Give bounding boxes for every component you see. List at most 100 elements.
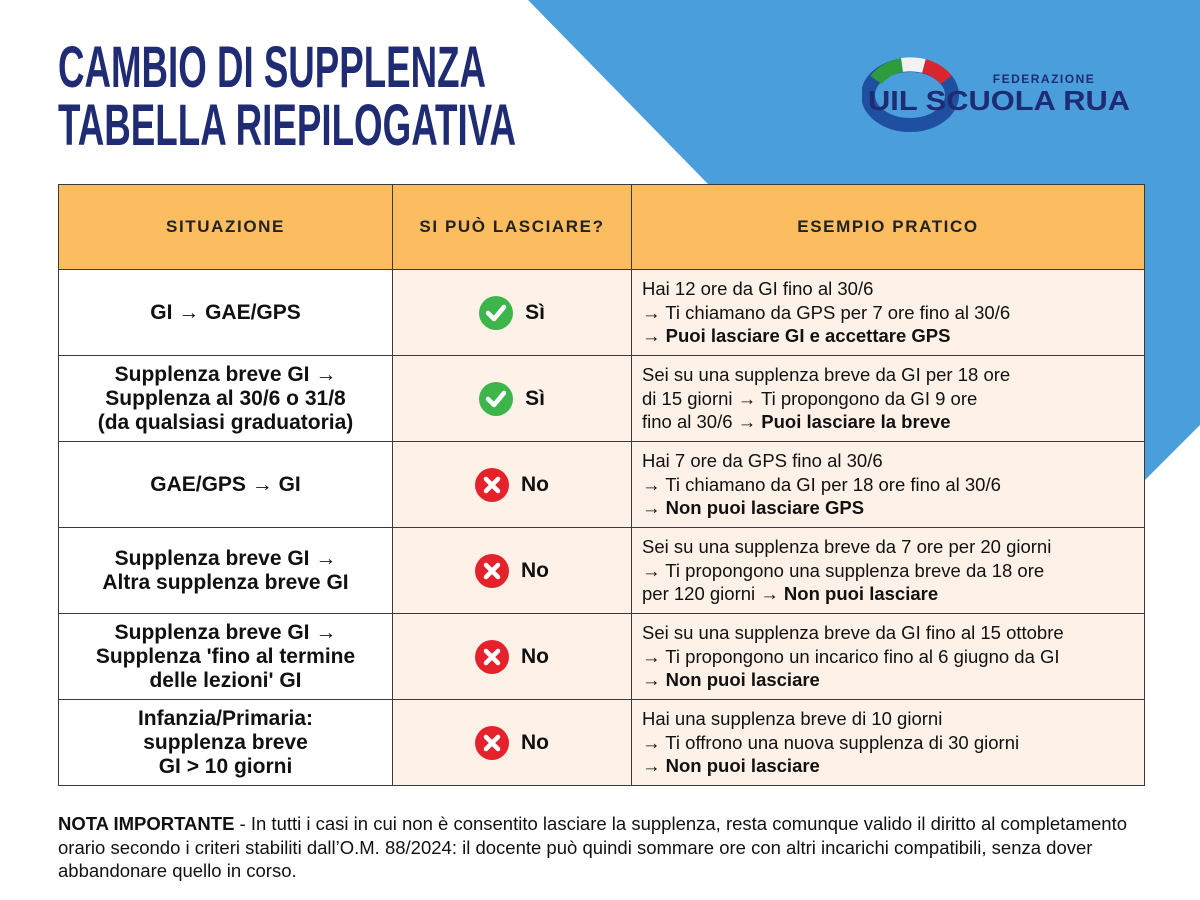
- situation-line: Supplenza breve GI →: [114, 362, 337, 386]
- situation-line: Supplenza 'fino al termine: [95, 644, 356, 668]
- icon-glyph: [483, 562, 501, 579]
- cross-icon: [475, 725, 509, 760]
- situation-cell: Supplenza breve GI → Supplenza 'fino al t…: [58, 613, 393, 700]
- cross-icon: [475, 553, 509, 588]
- table-row: Supplenza breve GI → Supplenza 'fino al t…: [58, 613, 1145, 700]
- example-line: per 120 giorni → Non puoi lasciare: [642, 582, 1144, 606]
- situation-cell: Supplenza breve GI → Altra supplenza brev…: [58, 527, 393, 614]
- example-line: → Ti chiamano da GPS per 7 ore fino al 3…: [642, 301, 1144, 325]
- answer-text: No: [521, 644, 549, 668]
- example-line: → Puoi lasciare GI e accettare GPS: [642, 324, 1144, 348]
- example-strong: Non puoi lasciare GPS: [665, 497, 865, 519]
- icon-glyph: [483, 648, 501, 665]
- example-line: → Ti offrono una nuova supplenza di 30 g…: [642, 731, 1144, 755]
- example-text: →: [642, 325, 666, 347]
- example-strong: Non puoi lasciare: [783, 583, 939, 605]
- table-row: Supplenza breve GI → Supplenza al 30/6 o …: [58, 355, 1145, 442]
- example-line: Hai 12 ore da GI fino al 30/6: [642, 277, 1144, 301]
- situation-line: Altra supplenza breve GI: [102, 570, 349, 594]
- icon-glyph: [483, 734, 501, 751]
- answer-cell: Sì: [392, 269, 632, 356]
- check-icon: [479, 295, 514, 330]
- answer-text: No: [521, 558, 549, 582]
- example-cell: Sei su una supplenza breve da 7 ore per …: [631, 527, 1145, 614]
- answer-cell: No: [392, 527, 632, 614]
- example-text: fino al 30/6 →: [642, 411, 762, 433]
- example-line: → Ti propongono un incarico fino al 6 gi…: [642, 645, 1144, 669]
- example-strong: Puoi lasciare GI e accettare GPS: [665, 325, 951, 347]
- title-block: CAMBIO DI SUPPLENZA TABELLA RIEPILOGATIV…: [58, 35, 516, 158]
- table-row: Supplenza breve GI → Altra supplenza brev…: [58, 527, 1145, 614]
- answer-cell: No: [392, 441, 632, 528]
- answer-cell: No: [392, 613, 632, 700]
- note-label: NOTA IMPORTANTE: [58, 813, 235, 834]
- situation-line: Supplenza breve GI →: [114, 546, 337, 570]
- example-line: → Non puoi lasciare: [642, 754, 1144, 778]
- icon-glyph: [485, 390, 507, 407]
- table-row: GAE/GPS → GI No Hai 7 ore da GPS fino al 3…: [58, 441, 1145, 528]
- example-text: Sei su una supplenza breve da 7 ore per …: [642, 536, 1052, 558]
- answer-cell: No: [392, 699, 632, 786]
- example-text: di 15 giorni → Ti propongono da GI 9 ore: [642, 387, 978, 409]
- situation-line: delle lezioni' GI: [149, 668, 302, 692]
- example-cell: Hai 12 ore da GI fino al 30/6 → Ti chiama…: [631, 269, 1145, 356]
- example-cell: Hai 7 ore da GPS fino al 30/6 → Ti chiama…: [631, 441, 1145, 528]
- example-text: → Ti chiamano da GI per 18 ore fino al 3…: [642, 473, 1001, 495]
- example-line: → Ti propongono una supplenza breve da 1…: [642, 559, 1144, 583]
- icon-stroke: [483, 476, 501, 493]
- example-strong: Non puoi lasciare: [665, 669, 820, 691]
- column-header: SITUAZIONE: [58, 184, 393, 270]
- example-text: per 120 giorni →: [642, 583, 784, 605]
- example-text: →: [642, 497, 666, 519]
- column-header: ESEMPIO PRATICO: [631, 184, 1145, 270]
- situation-line: supplenza breve: [143, 730, 308, 754]
- header-row: SITUAZIONE SI PUÒ LASCIARE? ESEMPIO PRATIC…: [58, 184, 1145, 270]
- example-text: →: [642, 669, 666, 691]
- example-line: di 15 giorni → Ti propongono da GI 9 ore: [642, 387, 1144, 411]
- icon-glyph: [483, 476, 501, 493]
- situation-line: (da qualsiasi graduatoria): [97, 410, 354, 434]
- example-line: Hai 7 ore da GPS fino al 30/6: [642, 449, 1144, 473]
- summary-table: SITUAZIONE SI PUÒ LASCIARE? ESEMPIO PRATIC…: [58, 184, 1145, 786]
- table-row: Infanzia/Primaria: supplenza breve GI > 10…: [58, 699, 1145, 786]
- example-strong: Puoi lasciare la breve: [761, 411, 951, 433]
- situation-line: Supplenza breve GI →: [114, 620, 337, 644]
- example-text: → Ti propongono un incarico fino al 6 gi…: [642, 645, 1060, 667]
- example-text: → Ti propongono una supplenza breve da 1…: [642, 559, 1045, 581]
- situation-cell: Supplenza breve GI → Supplenza al 30/6 o …: [58, 355, 393, 442]
- example-line: → Non puoi lasciare: [642, 668, 1144, 692]
- icon-stroke: [485, 304, 507, 321]
- situation-cell: GAE/GPS → GI: [58, 441, 393, 528]
- example-line: → Ti chiamano da GI per 18 ore fino al 3…: [642, 473, 1144, 497]
- logo-green: [870, 58, 904, 85]
- example-text: Sei su una supplenza breve da GI fino al…: [642, 622, 1064, 644]
- example-text: Sei su una supplenza breve da GI per 18 …: [642, 364, 1011, 386]
- table-row: GI → GAE/GPS Sì Hai 12 ore da GI fino al 3…: [58, 269, 1145, 356]
- logo: FEDERAZIONE UIL SCUOLA RUA: [862, 57, 1130, 132]
- situation-line: GI > 10 giorni: [158, 754, 293, 778]
- icon-stroke: [485, 390, 507, 407]
- example-text: Hai una supplenza breve di 10 giorni: [642, 708, 943, 730]
- cross-icon: [475, 467, 509, 502]
- icon-stroke: [483, 734, 501, 751]
- title-line: TABELLA RIEPILOGATIVA: [58, 93, 516, 158]
- logo-top: FEDERAZIONE: [993, 72, 1096, 86]
- icon-glyph: [485, 304, 507, 321]
- example-text: →: [642, 755, 666, 777]
- column-header: SI PUÒ LASCIARE?: [392, 184, 632, 270]
- example-line: fino al 30/6 → Puoi lasciare la breve: [642, 410, 1144, 434]
- situation-line: Infanzia/Primaria:: [137, 706, 314, 730]
- situation-cell: Infanzia/Primaria: supplenza breve GI > 10…: [58, 699, 393, 786]
- example-line: Sei su una supplenza breve da GI fino al…: [642, 621, 1144, 645]
- title-line: CAMBIO DI SUPPLENZA: [58, 35, 486, 100]
- note: NOTA IMPORTANTE - In tutti i casi in cui…: [58, 812, 1148, 883]
- situation-line: GI → GAE/GPS: [150, 300, 301, 324]
- example-text: → Ti offrono una nuova supplenza di 30 g…: [642, 731, 1020, 753]
- example-cell: Sei su una supplenza breve da GI per 18 …: [631, 355, 1145, 442]
- situation-cell: GI → GAE/GPS: [58, 269, 393, 356]
- answer-text: Sì: [525, 300, 545, 324]
- icon-stroke: [483, 648, 501, 665]
- example-line: → Non puoi lasciare GPS: [642, 496, 1144, 520]
- check-icon: [479, 381, 514, 416]
